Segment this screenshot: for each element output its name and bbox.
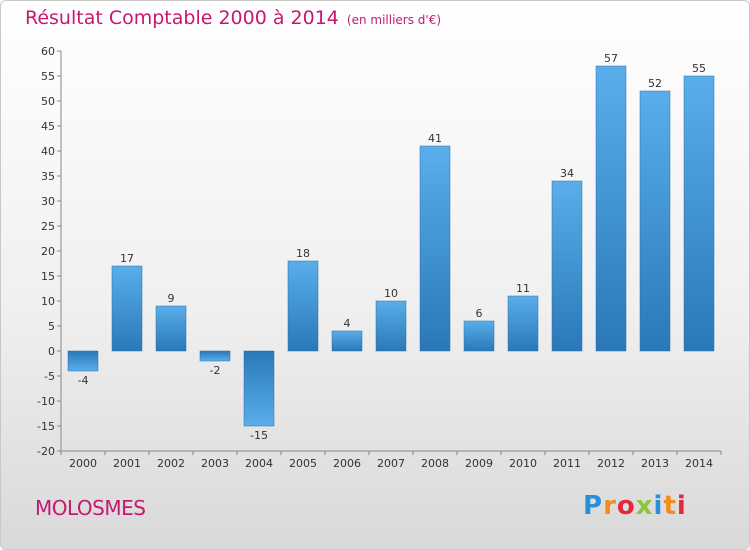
bar-2013 [639, 90, 671, 352]
y-tick-label: 55 [41, 70, 55, 83]
x-tick-label: 2014 [685, 457, 713, 470]
bar-2008 [419, 145, 451, 352]
bar-2003 [199, 350, 231, 362]
value-label-2007: 10 [384, 287, 398, 300]
x-tick-label: 2000 [69, 457, 97, 470]
bar-2010 [507, 295, 539, 352]
y-tick-label: 25 [41, 220, 55, 233]
x-tick-label: 2008 [421, 457, 449, 470]
value-label-2011: 34 [560, 167, 574, 180]
y-tick-label: -5 [44, 370, 55, 383]
x-tick-label: 2005 [289, 457, 317, 470]
chart-value-labels: -4 17 9 -2 -15 18 4 10 41 6 11 34 57 52 55 [78, 52, 706, 442]
bar-2009 [463, 320, 495, 352]
x-tick-label: 2006 [333, 457, 361, 470]
x-tick-label: 2010 [509, 457, 537, 470]
y-tick-label: 0 [48, 345, 55, 358]
logo-letter: P [583, 491, 604, 521]
proxiti-logo[interactable]: Proxiti [583, 491, 687, 521]
value-label-2000: -4 [78, 374, 89, 387]
bar-2014 [683, 75, 715, 352]
x-tick-label: 2013 [641, 457, 669, 470]
value-label-2002: 9 [168, 292, 175, 305]
logo-letter: i [653, 491, 664, 521]
value-label-2005: 18 [296, 247, 310, 260]
y-tick-label: -10 [37, 395, 55, 408]
x-tick-label: 2007 [377, 457, 405, 470]
y-tick-label: 5 [48, 320, 55, 333]
y-tick-label: 30 [41, 195, 55, 208]
chart-title: Résultat Comptable 2000 à 2014 (en millie… [25, 7, 441, 29]
value-label-2003: -2 [210, 364, 221, 377]
logo-letter: t [663, 491, 677, 521]
value-label-2014: 55 [692, 62, 706, 75]
bar-2004 [243, 350, 275, 427]
logo-letter: i [676, 491, 687, 521]
bar-2000 [67, 350, 99, 372]
bar-2005 [287, 260, 319, 352]
logo-letter: x [635, 491, 654, 521]
y-tick-label: 50 [41, 95, 55, 108]
x-tick-label: 2003 [201, 457, 229, 470]
bar-2011 [551, 180, 583, 352]
y-tick-label: -20 [37, 445, 55, 458]
commune-name: MOLOSMES [35, 496, 146, 520]
bar-2002 [155, 305, 187, 352]
y-tick-label: -15 [37, 420, 55, 433]
logo-letter: r [603, 491, 617, 521]
value-label-2008: 41 [428, 132, 442, 145]
y-tick-label: 60 [41, 45, 55, 58]
chart-title-text: Résultat Comptable 2000 à 2014 [25, 7, 339, 29]
x-tick-label: 2001 [113, 457, 141, 470]
y-tick-label: 15 [41, 270, 55, 283]
x-tick-label: 2011 [553, 457, 581, 470]
y-tick-label: 35 [41, 170, 55, 183]
value-label-2006: 4 [344, 317, 351, 330]
x-tick-label: 2012 [597, 457, 625, 470]
y-tick-label: 20 [41, 245, 55, 258]
value-label-2009: 6 [476, 307, 483, 320]
bar-2012 [595, 65, 627, 352]
x-tick-label: 2004 [245, 457, 273, 470]
x-tick-label: 2009 [465, 457, 493, 470]
value-label-2010: 11 [516, 282, 530, 295]
value-label-2013: 52 [648, 77, 662, 90]
value-label-2001: 17 [120, 252, 134, 265]
bar-2007 [375, 300, 407, 352]
y-tick-label: 40 [41, 145, 55, 158]
chart-axes: -20 -15 -10 -5 0 5 10 15 20 25 30 35 40 45 50 55 60 2000 2… [37, 45, 722, 470]
y-tick-label: 45 [41, 120, 55, 133]
y-tick-label: 10 [41, 295, 55, 308]
bar-2006 [331, 330, 363, 352]
chart-bars [67, 65, 715, 427]
value-label-2012: 57 [604, 52, 618, 65]
value-label-2004: -15 [250, 429, 268, 442]
x-tick-label: 2002 [157, 457, 185, 470]
chart-subtitle: (en milliers d'€) [346, 13, 442, 27]
bar-2001 [111, 265, 143, 352]
logo-letter: o [616, 491, 636, 521]
